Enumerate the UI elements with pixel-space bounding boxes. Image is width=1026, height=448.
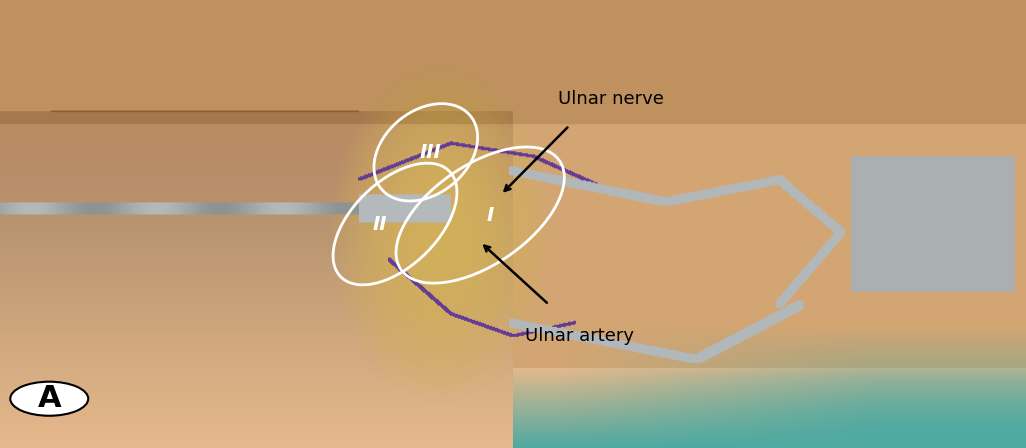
Text: Ulnar artery: Ulnar artery [525,327,634,345]
Text: Ulnar nerve: Ulnar nerve [557,90,664,108]
Text: I: I [486,206,495,224]
Circle shape [10,382,88,416]
Text: II: II [372,215,387,233]
Text: A: A [37,384,62,413]
Text: III: III [420,143,442,162]
